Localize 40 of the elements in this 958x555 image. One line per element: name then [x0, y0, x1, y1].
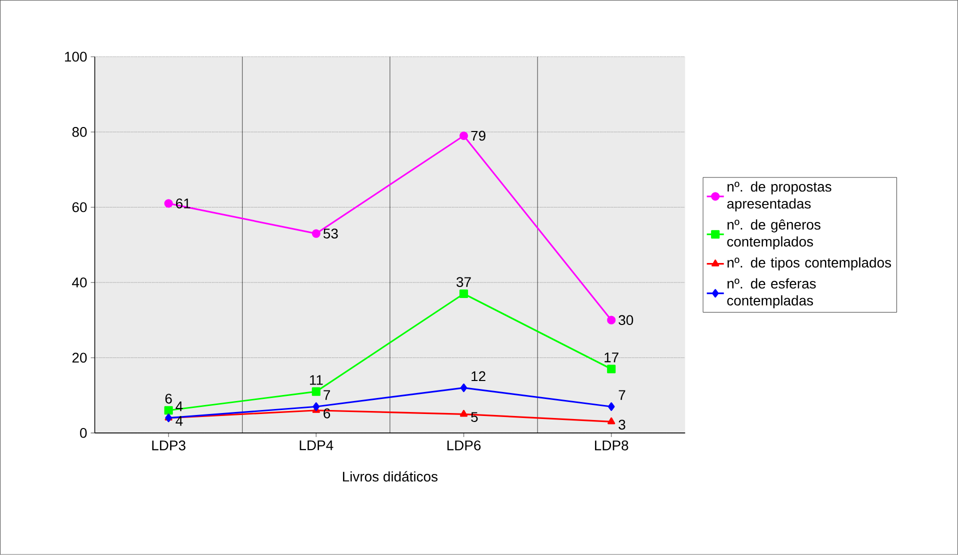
data-label: 37: [456, 277, 471, 288]
point: [607, 316, 616, 325]
data-label: 53: [323, 228, 338, 239]
x-tick-label: LDP6: [447, 440, 481, 450]
x-axis-title: Livros didáticos: [342, 471, 438, 482]
legend-label: nº. de esferas contempladas: [727, 278, 816, 308]
data-label: 30: [618, 315, 634, 326]
y-tick-label: 100: [65, 52, 87, 62]
point: [312, 402, 320, 412]
x-tick-label: LDP3: [152, 440, 186, 450]
data-label: 7: [324, 390, 330, 400]
y-tick-label: 40: [72, 278, 87, 288]
point: [312, 229, 320, 238]
y-tick-label: 20: [72, 352, 87, 363]
point: [164, 199, 173, 208]
legend-label: nº. de tipos contemplados: [728, 257, 892, 270]
y-tick-label: 0: [80, 428, 87, 438]
data-label: 11: [310, 375, 323, 385]
point: [608, 402, 615, 412]
point: [459, 290, 468, 298]
point: [607, 364, 616, 374]
y-tick-label: 60: [72, 202, 87, 212]
point: [608, 418, 616, 424]
data-label: 6: [165, 394, 172, 404]
x-tick-label: LDP8: [595, 440, 628, 450]
point: [459, 132, 468, 140]
data-label: 17: [604, 352, 618, 362]
point: [460, 410, 468, 417]
data-label: 4: [176, 416, 183, 426]
data-label: 6: [324, 408, 330, 418]
x-tick-label: LDP4: [300, 440, 334, 450]
point: [460, 384, 468, 392]
point: [312, 387, 320, 396]
data-label: 79: [471, 130, 486, 141]
data-label: 7: [618, 390, 626, 400]
data-label: 12: [472, 371, 486, 382]
point: [164, 406, 173, 415]
legend-label: nº. de propostas apresentadas: [727, 182, 832, 212]
y-tick-label: 80: [72, 127, 87, 138]
data-label: 3: [618, 420, 626, 430]
